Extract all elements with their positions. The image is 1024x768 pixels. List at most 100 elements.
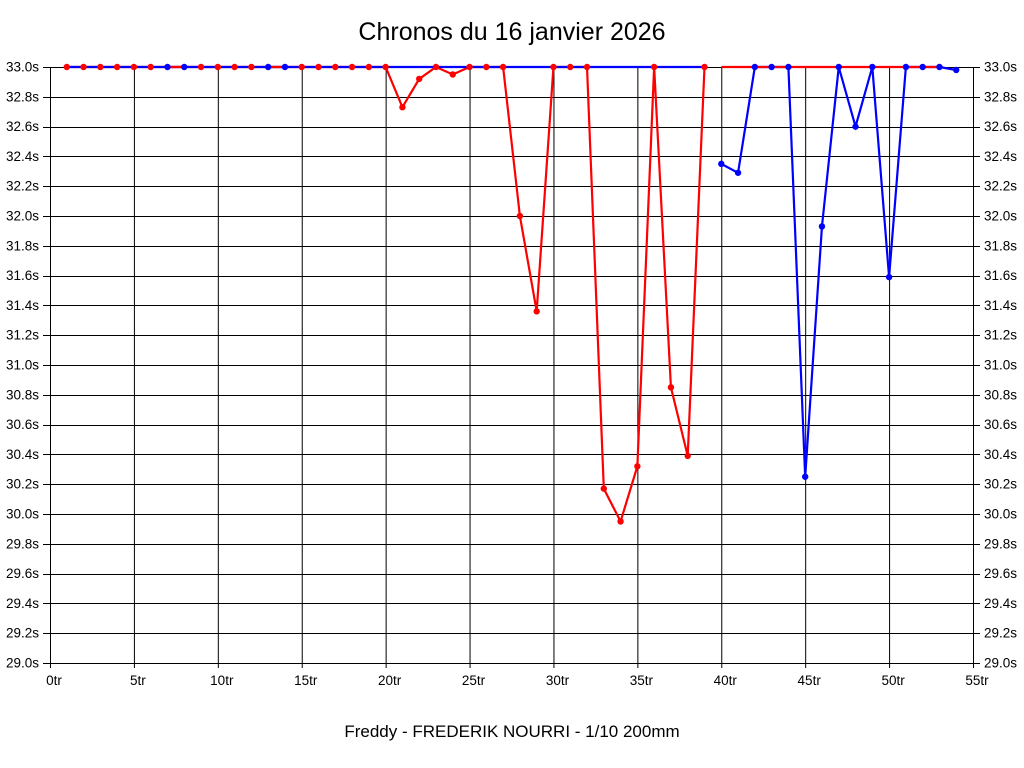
data-point-red-run-laps-1-39-10	[214, 63, 222, 71]
y-axis-label-left: 29.2s	[6, 626, 39, 641]
data-point-blue-run-laps-40-54-44	[785, 63, 792, 71]
data-point-blue-run-laps-40-54-46	[818, 223, 826, 230]
data-point-red-run-laps-1-39-5	[130, 63, 138, 71]
x-axis-label: 45tr	[798, 673, 822, 688]
x-axis-label: 0tr	[46, 673, 62, 688]
y-axis-label-right: 29.4s	[984, 596, 1017, 611]
data-point-blue-flat-laps-1-39-8	[181, 63, 188, 71]
data-point-red-run-laps-1-39-26	[483, 63, 490, 71]
data-point-blue-run-laps-40-54-41	[734, 169, 742, 176]
y-axis-label-right: 32.0s	[984, 209, 1017, 224]
data-point-red-run-laps-1-39-17	[332, 63, 339, 71]
y-axis-label-left: 32.0s	[6, 209, 39, 224]
data-point-red-run-laps-1-39-23	[432, 63, 440, 71]
data-point-red-run-laps-1-39-32	[583, 63, 591, 71]
data-point-blue-run-laps-40-54-45	[801, 473, 809, 480]
x-axis-label: 30tr	[546, 673, 570, 688]
data-point-red-run-laps-1-39-15	[298, 63, 305, 71]
data-point-red-run-laps-1-39-31	[567, 63, 574, 71]
y-axis-label-left: 32.6s	[6, 119, 39, 134]
data-point-red-run-laps-1-39-21	[399, 104, 406, 111]
data-point-red-run-laps-1-39-37	[667, 384, 675, 391]
y-axis-label-right: 29.2s	[984, 626, 1017, 641]
y-axis-label-left: 31.8s	[6, 238, 39, 253]
x-axis-label: 10tr	[210, 673, 234, 688]
y-axis-label-right: 30.2s	[984, 477, 1017, 492]
chart-title: Chronos du 16 janvier 2026	[358, 18, 666, 46]
data-point-red-run-laps-1-39-35	[634, 463, 641, 470]
grid-lines	[50, 67, 974, 664]
data-point-red-run-laps-1-39-27	[499, 63, 507, 71]
data-point-blue-run-laps-40-54-49	[869, 63, 876, 71]
y-axis-label-right: 32.8s	[984, 89, 1017, 104]
data-point-blue-flat-laps-1-39-13	[264, 63, 272, 71]
x-axis-label: 40tr	[714, 673, 738, 688]
x-axis-label: 55tr	[965, 673, 989, 688]
y-axis-label-left: 31.6s	[6, 268, 39, 283]
y-axis-label-left: 29.8s	[6, 536, 39, 551]
data-point-red-run-laps-1-39-11	[231, 63, 238, 71]
data-point-red-run-laps-1-39-28	[516, 212, 524, 220]
data-point-red-run-laps-1-39-6	[147, 63, 154, 71]
y-axis-label-right: 31.4s	[984, 298, 1017, 313]
data-point-red-run-laps-1-39-16	[315, 63, 322, 71]
data-point-red-run-laps-1-39-30	[550, 63, 557, 71]
y-axis-label-right: 32.2s	[984, 179, 1017, 194]
y-axis-label-left: 30.6s	[6, 417, 39, 432]
y-axis-label-left: 30.4s	[6, 447, 39, 462]
data-point-blue-flat-laps-1-39-7	[164, 63, 171, 71]
y-axis-label-right: 30.8s	[984, 387, 1017, 402]
data-point-red-run-laps-1-39-2	[80, 63, 87, 71]
y-axis-label-right: 33.0s	[984, 60, 1017, 75]
data-point-red-run-laps-1-39-24	[449, 71, 456, 78]
data-point-red-run-laps-1-39-3	[97, 63, 104, 71]
y-axis-label-right: 31.0s	[984, 358, 1017, 373]
y-axis-label-left: 30.8s	[6, 387, 39, 402]
y-axis-label-right: 32.4s	[984, 149, 1017, 164]
y-axis-label-left: 30.0s	[6, 507, 39, 522]
x-axis-label: 35tr	[630, 673, 654, 688]
y-axis-label-right: 29.8s	[984, 536, 1017, 551]
x-axis-label: 50tr	[881, 673, 905, 688]
y-axis-label-left: 30.2s	[6, 477, 39, 492]
data-point-red-run-laps-1-39-25	[466, 63, 473, 71]
data-point-red-run-laps-1-39-9	[197, 63, 205, 71]
series-line-blue-run-laps-40-54	[720, 65, 957, 477]
y-axis-label-left: 32.4s	[6, 149, 39, 164]
chart-subtitle: Freddy - FREDERIK NOURRI - 1/10 200mm	[344, 722, 680, 741]
y-axis-label-left: 31.0s	[6, 358, 39, 373]
data-point-blue-run-laps-40-54-47	[835, 63, 842, 71]
y-axis-label-left: 32.2s	[6, 179, 39, 194]
data-point-red-run-laps-1-39-18	[348, 63, 356, 71]
data-point-red-run-laps-1-39-19	[365, 63, 373, 71]
data-point-red-run-laps-1-39-1	[63, 63, 70, 71]
data-point-red-run-laps-1-39-4	[113, 63, 121, 71]
data-point-red-run-laps-1-39-39	[701, 63, 708, 71]
y-axis-label-left: 33.0s	[6, 60, 39, 75]
data-point-blue-run-laps-40-54-51	[902, 63, 910, 71]
data-point-blue-run-laps-40-54-40	[718, 160, 725, 168]
x-axis-label: 5tr	[130, 673, 146, 688]
y-axis-label-left: 31.2s	[6, 328, 39, 343]
data-point-red-run-laps-1-39-12	[248, 63, 255, 71]
y-axis-label-right: 30.4s	[984, 447, 1017, 462]
x-axis-label: 25tr	[462, 673, 486, 688]
series-markers	[63, 63, 960, 525]
y-axis-label-left: 29.6s	[6, 566, 39, 581]
y-axis-label-right: 31.2s	[984, 328, 1017, 343]
y-axis-label-left: 29.4s	[6, 596, 39, 611]
x-axis-label: 20tr	[378, 673, 402, 688]
data-point-blue-run-laps-40-54-42	[751, 63, 759, 71]
y-axis-label-right: 30.6s	[984, 417, 1017, 432]
data-point-red-run-laps-1-39-34	[617, 518, 624, 525]
axis-labels: 33.0s 33.0s 32.8s 32.8s 32.6s 32.6s 32.4s 32.4s…	[6, 60, 1017, 689]
y-axis-label-left: 29.0s	[6, 656, 39, 671]
y-axis-label-right: 29.6s	[984, 566, 1017, 581]
data-point-red-run-laps-1-39-33	[600, 485, 607, 492]
data-point-blue-run-laps-40-54-53	[936, 63, 943, 71]
x-axis-label: 15tr	[294, 673, 318, 688]
data-point-blue-flat-laps-1-39-14	[281, 63, 289, 71]
data-point-blue-run-laps-40-54-43	[768, 63, 775, 71]
